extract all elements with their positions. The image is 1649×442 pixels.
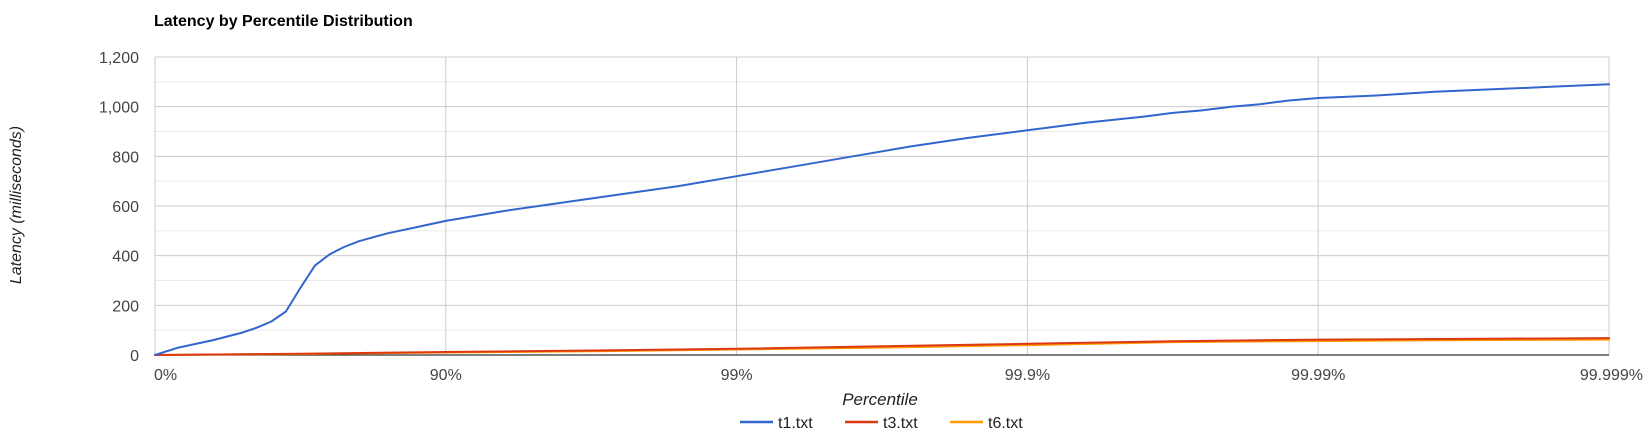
chart-title: Latency by Percentile Distribution — [154, 13, 413, 30]
legend-item: t3.txt — [845, 415, 918, 432]
x-tick-label: 99.99% — [1291, 367, 1345, 384]
legend-label: t6.txt — [988, 415, 1023, 432]
y-tick-label: 1,000 — [99, 100, 139, 117]
y-tick-label: 400 — [112, 249, 139, 266]
y-tick-label: 1,200 — [99, 50, 139, 67]
y-axis-title: Latency (milliseconds) — [8, 126, 25, 284]
legend: t1.txt t3.txt t6.txt — [740, 415, 1023, 432]
y-tick-label: 600 — [112, 199, 139, 216]
legend-label: t3.txt — [883, 415, 918, 432]
x-axis-title: Percentile — [842, 390, 918, 409]
legend-item: t1.txt — [740, 415, 813, 432]
y-tick-label: 0 — [130, 348, 139, 365]
x-tick-label: 0% — [154, 367, 177, 384]
series-line-t1-txt — [154, 83, 1610, 356]
series-lines — [154, 83, 1610, 356]
x-tick-label: 99% — [721, 367, 753, 384]
gridlines — [154, 56, 1610, 355]
legend-item: t6.txt — [950, 415, 1023, 432]
x-tick-label: 99.999% — [1580, 367, 1643, 384]
x-tick-label: 90% — [430, 367, 462, 384]
y-tick-label: 800 — [112, 149, 139, 166]
y-tick-label: 200 — [112, 298, 139, 315]
x-tick-label: 99.9% — [1005, 367, 1050, 384]
legend-label: t1.txt — [778, 415, 813, 432]
axes: 0 200 400 600 800 1,000 1,200 0% 90% 99% 99.9% 99.9… — [99, 50, 1643, 384]
series-line-t3-txt — [154, 337, 1610, 356]
